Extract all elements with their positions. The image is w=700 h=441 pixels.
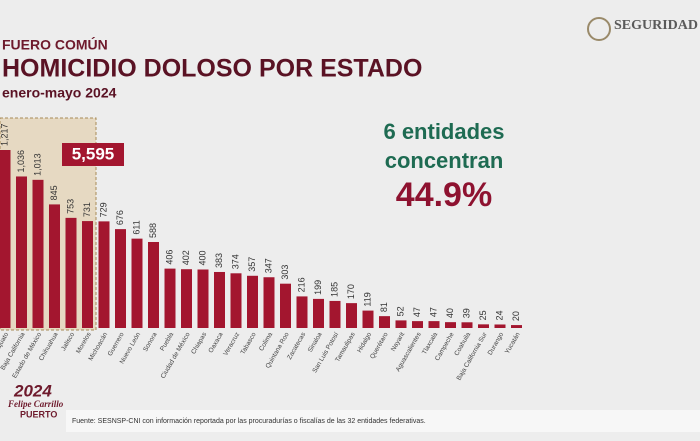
value-label: 406 (164, 250, 174, 265)
bar (98, 221, 110, 328)
total-label: 5,595 (72, 144, 115, 163)
value-label: 588 (148, 223, 158, 238)
value-label: 25 (478, 310, 488, 320)
value-label: 199 (313, 280, 323, 295)
value-label: 40 (445, 308, 455, 318)
value-label: 402 (181, 250, 191, 265)
annotation-line: concentran (385, 148, 504, 173)
subtitle: enero-mayo 2024 (2, 85, 117, 101)
logo-year: 2024 (13, 381, 52, 400)
bar (16, 176, 27, 328)
bar (82, 221, 93, 328)
bar (346, 303, 357, 328)
bar (313, 298, 324, 328)
bar (362, 310, 374, 328)
value-label: 39 (461, 308, 471, 318)
bar (511, 325, 522, 328)
value-label: 383 (214, 253, 224, 268)
value-label: 347 (263, 258, 273, 273)
annotation-value: 44.9% (396, 176, 492, 214)
value-label: 47 (428, 307, 438, 317)
bar (230, 273, 242, 328)
supertitle: FUERO COMÚN (2, 36, 108, 53)
value-label: 753 (65, 199, 75, 214)
bar (428, 321, 440, 328)
value-label: 47 (412, 307, 422, 317)
bar (445, 322, 456, 328)
value-label: 1,217 (0, 123, 9, 146)
bar (329, 300, 341, 328)
total-box (62, 143, 124, 166)
value-label: 1,036 (16, 150, 26, 173)
source: Fuente: SESNSP-CNI con información repor… (72, 418, 426, 425)
seal (587, 17, 611, 41)
logo-place: PUERTO (20, 409, 57, 419)
bar (197, 269, 209, 328)
bar (0, 150, 11, 328)
value-label: 845 (49, 185, 59, 200)
bar (164, 268, 176, 328)
value-label: 357 (247, 257, 257, 272)
value-label: 676 (115, 210, 125, 225)
bar (412, 321, 423, 328)
header-logo: SEGURIDAD (614, 18, 698, 33)
bar (379, 316, 390, 328)
value-label: 24 (494, 310, 504, 320)
value-label: 52 (395, 306, 405, 316)
bar (247, 275, 258, 328)
value-label: 400 (197, 250, 207, 265)
value-label: 170 (346, 284, 356, 299)
logo-name: Felipe Carrillo (7, 399, 64, 409)
value-label: 374 (230, 254, 240, 269)
value-label: 185 (329, 282, 339, 297)
bar (131, 238, 143, 328)
bar (296, 296, 308, 328)
value-label: 1,013 (32, 153, 42, 176)
bar (395, 320, 407, 328)
bar (263, 277, 275, 328)
value-label: 20 (511, 311, 521, 321)
bar (115, 229, 126, 328)
value-label: 216 (296, 277, 306, 292)
bar (148, 241, 159, 328)
value-label: 303 (280, 265, 290, 280)
bar (65, 217, 77, 328)
bar (32, 179, 44, 328)
value-label: 731 (82, 202, 92, 217)
bar (280, 283, 291, 328)
value-label: 119 (362, 292, 372, 306)
footer-band (66, 410, 700, 432)
bar (181, 269, 192, 328)
chart-title: HOMICIDIO DOLOSO POR ESTADO (2, 55, 422, 83)
bar (494, 324, 506, 328)
value-label: 81 (379, 302, 389, 312)
bar (49, 204, 60, 328)
bar (478, 324, 489, 328)
value-label: 611 (131, 220, 141, 234)
bar (214, 271, 225, 328)
annotation-line: 6 entidades (383, 119, 504, 144)
value-label: 729 (98, 202, 108, 217)
bar (461, 322, 473, 328)
